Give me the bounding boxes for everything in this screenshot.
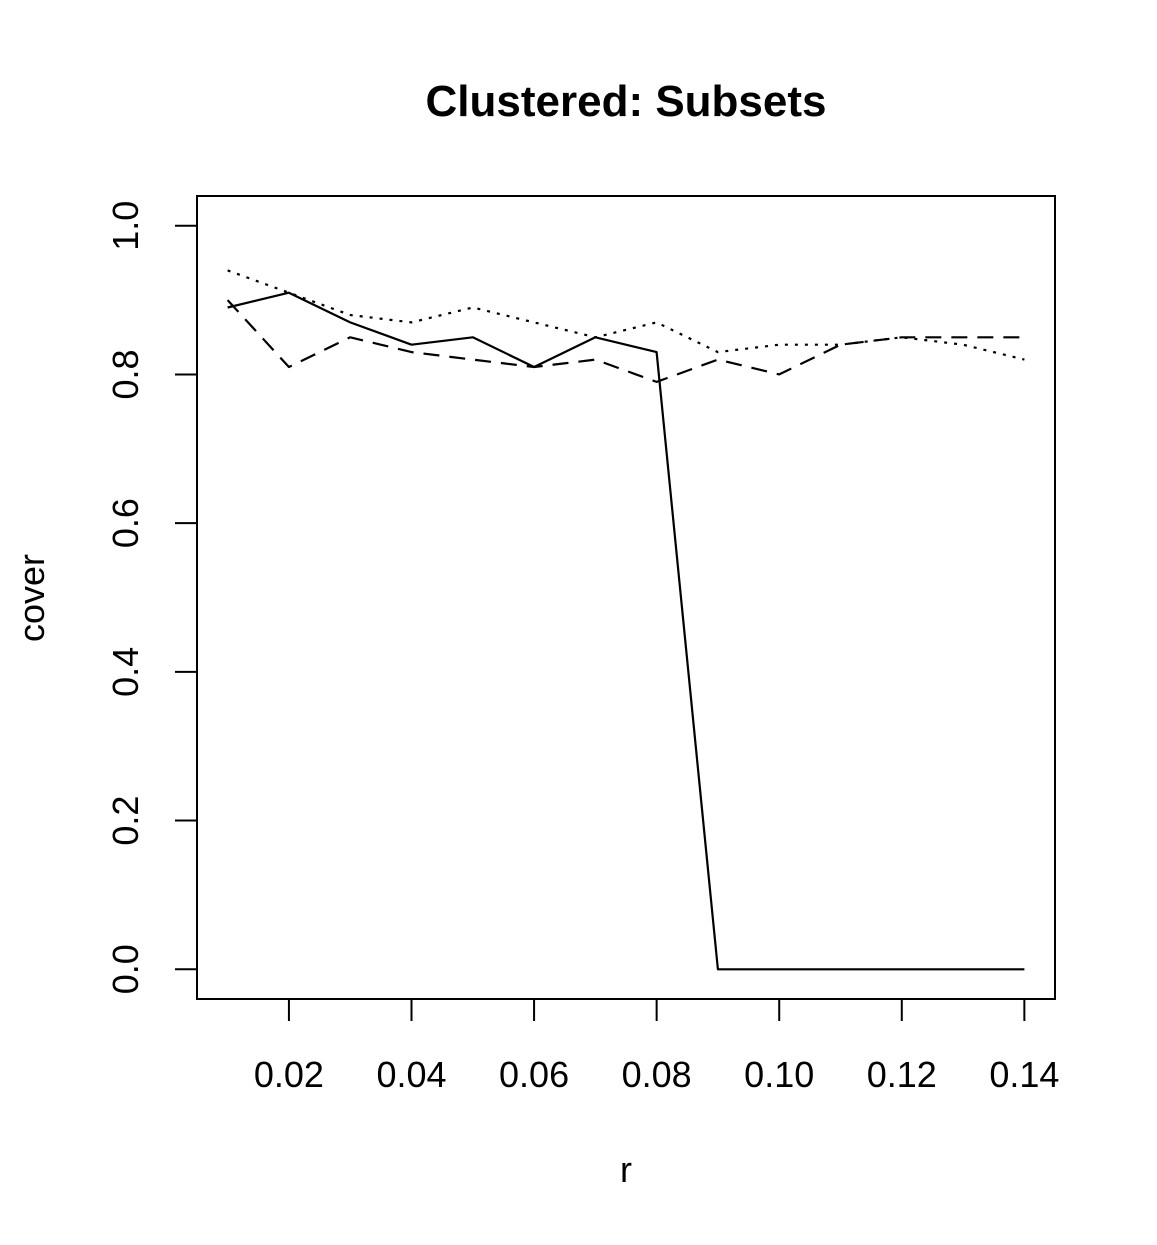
y-axis: 0.0 0.2 0.4 0.6 0.8 1.0 xyxy=(105,201,198,994)
x-tick-label: 0.02 xyxy=(254,1054,324,1095)
x-tick-label: 0.10 xyxy=(744,1054,814,1095)
x-tick-label: 0.08 xyxy=(622,1054,692,1095)
series-line-dashed xyxy=(226,299,1025,383)
y-tick-label: 1.0 xyxy=(105,201,146,251)
x-tick-label: 0.06 xyxy=(499,1054,569,1095)
x-axis-label: r xyxy=(620,1149,632,1190)
y-tick-label: 0.4 xyxy=(105,647,146,697)
chart-title: Clustered: Subsets xyxy=(426,77,827,126)
y-tick-label: 0.8 xyxy=(105,349,146,399)
series-line-dotted xyxy=(227,269,1025,361)
x-tick-label: 0.14 xyxy=(989,1054,1059,1095)
y-tick-label: 0.0 xyxy=(105,944,146,994)
x-tick-label: 0.12 xyxy=(867,1054,937,1095)
y-tick-label: 0.2 xyxy=(105,796,146,846)
y-tick-label: 0.6 xyxy=(105,498,146,548)
x-tick-label: 0.04 xyxy=(376,1054,446,1095)
series-group xyxy=(226,269,1025,971)
series-line-solid xyxy=(227,291,1025,971)
x-axis: 0.02 0.04 0.06 0.08 0.10 0.12 0.14 xyxy=(254,998,1059,1095)
y-axis-label: cover xyxy=(11,554,52,642)
plot-frame xyxy=(196,195,1056,1000)
